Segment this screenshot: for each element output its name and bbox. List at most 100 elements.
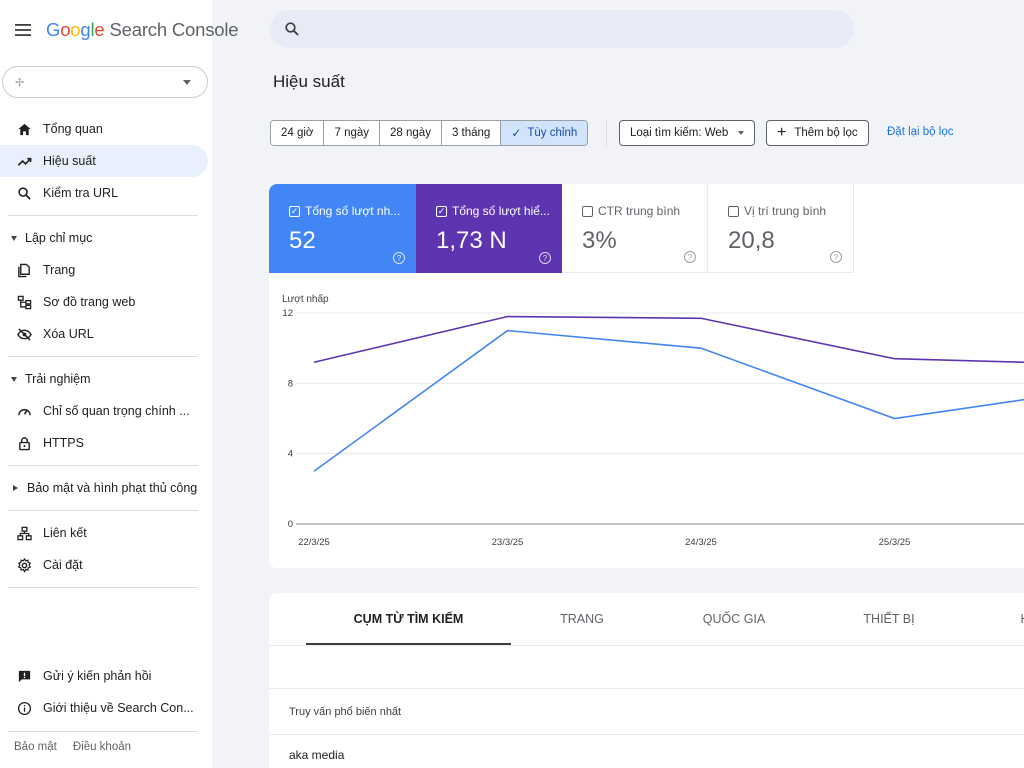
terms-link[interactable]: Điều khoản	[72, 741, 132, 753]
sidebar-item-label: Tổng quan	[43, 122, 103, 136]
sidebar-item-https[interactable]: HTTPS	[0, 427, 208, 459]
metric-label: Tổng số lượt nh...	[305, 204, 401, 218]
tab-countries[interactable]: QUỐC GIA	[702, 612, 766, 626]
series-line-impressions	[313, 315, 1024, 364]
page-title: Hiệu suất	[273, 72, 345, 91]
tab-pages[interactable]: TRANG	[560, 612, 604, 626]
sidebar-item-label: Kiểm tra URL	[43, 186, 119, 200]
sidebar-item-pages[interactable]: Trang	[0, 254, 208, 286]
sidebar-item-label: Xóa URL	[43, 327, 94, 341]
metric-value: 20,8	[728, 227, 775, 254]
metric-average-ctr[interactable]: CTR trung bình 3% ?	[562, 184, 708, 273]
sidebar-item-label: Hiệu suất	[43, 154, 96, 168]
sidebar-section-indexing[interactable]: Lập chỉ mục	[0, 222, 212, 254]
tab-queries[interactable]: CỤM TỪ TÌM KIẾM	[353, 612, 464, 626]
sidebar-item-links[interactable]: Liên kết	[0, 517, 208, 549]
sidebar-item-core-web-vitals[interactable]: Chỉ số quan trọng chính ...	[0, 395, 208, 427]
sidebar-item-feedback[interactable]: Gửi ý kiến phản hồi	[0, 660, 208, 692]
sidebar-item-settings[interactable]: Cài đặt	[0, 549, 208, 581]
date-range-7d[interactable]: 7 ngày	[324, 121, 381, 145]
sidebar-divider	[8, 465, 198, 466]
feedback-icon	[18, 670, 30, 682]
sidebar-item-performance[interactable]: Hiệu suất	[0, 145, 208, 177]
logo-letter: g	[80, 19, 91, 40]
trending-up-icon	[17, 157, 31, 166]
table-header-divider	[269, 734, 1024, 735]
metric-value: 1,73 N	[436, 227, 507, 254]
search-type-label: Loại tìm kiếm: Web	[630, 127, 729, 139]
logo-letter: G	[46, 19, 61, 40]
help-icon[interactable]: ?	[830, 251, 842, 263]
sidebar-divider	[8, 510, 198, 511]
table-row[interactable]: aka media	[289, 748, 345, 762]
privacy-link[interactable]: Bảo mật	[14, 741, 57, 753]
footer-links: Bảo mật Điều khoản	[14, 741, 131, 753]
sidebar-item-sitemaps[interactable]: Sơ đồ trang web	[0, 286, 208, 318]
sidebar-item-label: Gửi ý kiến phản hồi	[43, 669, 152, 683]
add-filter-label: Thêm bộ lọc	[794, 127, 858, 139]
x-tick-label: 22/3/25	[298, 537, 330, 548]
performance-card: ✓ Tổng số lượt nh... 52 ? ✓ Tổng số lượt h…	[269, 184, 1024, 568]
reset-filters-link[interactable]: Đặt lại bộ lọc	[887, 126, 954, 138]
table-toolbar	[269, 647, 1024, 689]
y-tick-label: 0	[288, 519, 293, 530]
y-tick-label: 12	[282, 308, 293, 319]
sidebar-item-overview[interactable]: Tổng quan	[0, 113, 208, 145]
tab-devices[interactable]: THIẾT BỊ	[863, 612, 915, 626]
caret-down-icon	[11, 235, 17, 241]
date-range-custom[interactable]: ✓ Tùy chỉnh	[501, 121, 588, 145]
property-selector[interactable]: ✢	[2, 66, 208, 98]
sitemap-icon	[17, 295, 31, 309]
metric-label: Tổng số lượt hiể...	[452, 204, 550, 218]
metric-average-position[interactable]: Vị trí trung bình 20,8 ?	[708, 184, 854, 273]
sidebar-item-url-inspection[interactable]: Kiểm tra URL	[0, 177, 208, 209]
sidebar-bottom: Gửi ý kiến phản hồi Giới thiệu về Search…	[0, 660, 212, 724]
date-range-selector: 24 giờ 7 ngày 28 ngày 3 tháng ✓ Tùy chỉnh	[270, 120, 589, 146]
help-icon[interactable]: ?	[539, 252, 551, 264]
help-icon[interactable]: ?	[393, 252, 405, 264]
metric-label: CTR trung bình	[598, 204, 681, 218]
home-icon	[17, 123, 31, 135]
metric-total-clicks[interactable]: ✓ Tổng số lượt nh... 52 ?	[269, 184, 416, 273]
date-range-label: 24 giờ	[281, 127, 314, 139]
caret-right-icon	[13, 485, 18, 491]
search-input[interactable]	[312, 10, 854, 48]
sidebar-item-about[interactable]: Giới thiệu về Search Con...	[0, 692, 208, 724]
sidebar-section-security[interactable]: Bảo mật và hình phạt thủ công	[0, 472, 212, 504]
chevron-down-icon	[738, 131, 745, 135]
date-range-label: 3 tháng	[451, 127, 491, 139]
sidebar-item-removals[interactable]: Xóa URL	[0, 318, 208, 350]
date-range-3m[interactable]: 3 tháng	[441, 121, 502, 145]
plus-icon: +	[777, 124, 787, 141]
links-icon	[16, 526, 32, 540]
search-icon	[285, 22, 299, 36]
main-menu-button[interactable]	[0, 0, 46, 60]
search-type-dropdown[interactable]: Loại tìm kiếm: Web	[619, 120, 756, 146]
sidebar-section-label: Trải nghiệm	[25, 372, 91, 386]
tab-search-appearance[interactable]: H	[1015, 612, 1024, 626]
date-range-28d[interactable]: 28 ngày	[380, 121, 442, 145]
y-axis-label: Lượt nhấp	[282, 293, 329, 305]
date-range-label: 7 ngày	[334, 127, 370, 139]
sidebar-divider	[8, 356, 198, 357]
sidebar-divider	[8, 731, 198, 732]
date-range-label: 28 ngày	[390, 127, 431, 139]
add-filter-button[interactable]: + Thêm bộ lọc	[766, 120, 869, 146]
help-icon[interactable]: ?	[684, 251, 696, 263]
sidebar-section-experience[interactable]: Trải nghiệm	[0, 363, 212, 395]
y-tick-label: 8	[288, 378, 293, 389]
metric-total-impressions[interactable]: ✓ Tổng số lượt hiể... 1,73 N ?	[416, 184, 562, 273]
chevron-down-icon	[183, 79, 191, 85]
logo-product-name: Search Console	[109, 19, 239, 40]
caret-down-icon	[11, 376, 17, 382]
sidebar-item-label: Trang	[43, 263, 76, 277]
active-tab-indicator	[306, 643, 511, 645]
sidebar-item-label: Liên kết	[43, 526, 87, 540]
sidebar-item-label: Cài đặt	[43, 558, 83, 572]
pages-icon	[17, 263, 30, 277]
sidebar-item-label: HTTPS	[43, 436, 84, 450]
date-range-24h[interactable]: 24 giờ	[271, 121, 325, 145]
checkbox-checked-icon: ✓	[289, 205, 300, 217]
